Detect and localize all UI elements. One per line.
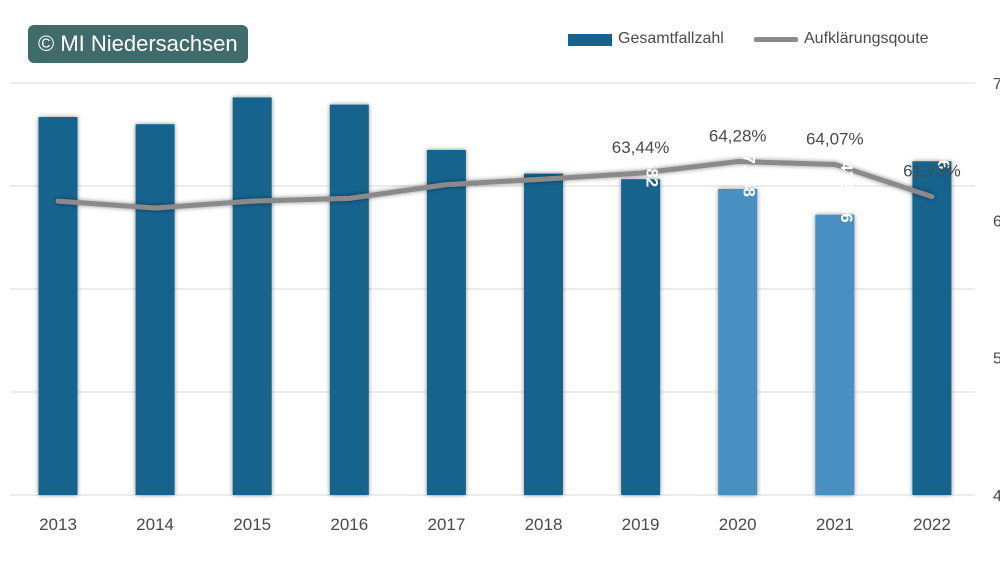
bar-value-label-2020: 497.158 [740, 135, 759, 196]
x-tick-label-2016: 2016 [330, 515, 368, 534]
line-value-label-2022: 61,73% [903, 162, 961, 181]
watermark-badge: © MI Niedersachsen [28, 25, 248, 63]
legend-swatch-bar [568, 34, 612, 46]
bar-2016 [329, 104, 369, 495]
bar-2021 [815, 214, 855, 495]
x-tick-label-2013: 2013 [39, 515, 77, 534]
line-value-label-2019: 63,44% [612, 138, 670, 157]
x-tick-label-2022: 2022 [913, 515, 951, 534]
right-axis-tick-label: 5 [993, 351, 1000, 368]
bar-2019 [621, 179, 661, 496]
bar-value-label-2021: 472.096 [837, 161, 856, 222]
x-tick-label-2018: 2018 [525, 515, 563, 534]
bar-2014 [135, 124, 175, 495]
line-value-label-2021: 64,07% [806, 129, 864, 148]
x-tick-label-2017: 2017 [427, 515, 465, 534]
bar-value-label-2022: 523.996 [934, 108, 953, 169]
bar-2017 [426, 149, 466, 495]
x-tick-label-2019: 2019 [622, 515, 660, 534]
bar-2013 [38, 116, 78, 496]
legend-label-aufklaerungsqoute: Aufklärungsqoute [804, 30, 929, 47]
bar-2020 [718, 188, 758, 496]
bar-2015 [232, 97, 272, 496]
legend-swatch-line [754, 37, 798, 42]
x-tick-label-2021: 2021 [816, 515, 854, 534]
right-axis-tick-label: 4 [993, 488, 1000, 505]
bar-2022 [912, 161, 952, 495]
x-tick-label-2014: 2014 [136, 515, 174, 534]
right-axis-tick-label: 7 [993, 76, 1000, 93]
line-value-label-2020: 64,28% [709, 127, 767, 146]
bar-value-label-2019: 506.582 [643, 126, 662, 187]
legend-label-gesamtfallzahl: Gesamtfallzahl [618, 30, 724, 47]
bar-2018 [524, 173, 563, 495]
x-tick-label-2015: 2015 [233, 515, 271, 534]
right-axis-tick-label: 6 [993, 213, 1000, 230]
line-aufklaerungsqoute [55, 159, 935, 211]
x-tick-label-2020: 2020 [719, 515, 757, 534]
